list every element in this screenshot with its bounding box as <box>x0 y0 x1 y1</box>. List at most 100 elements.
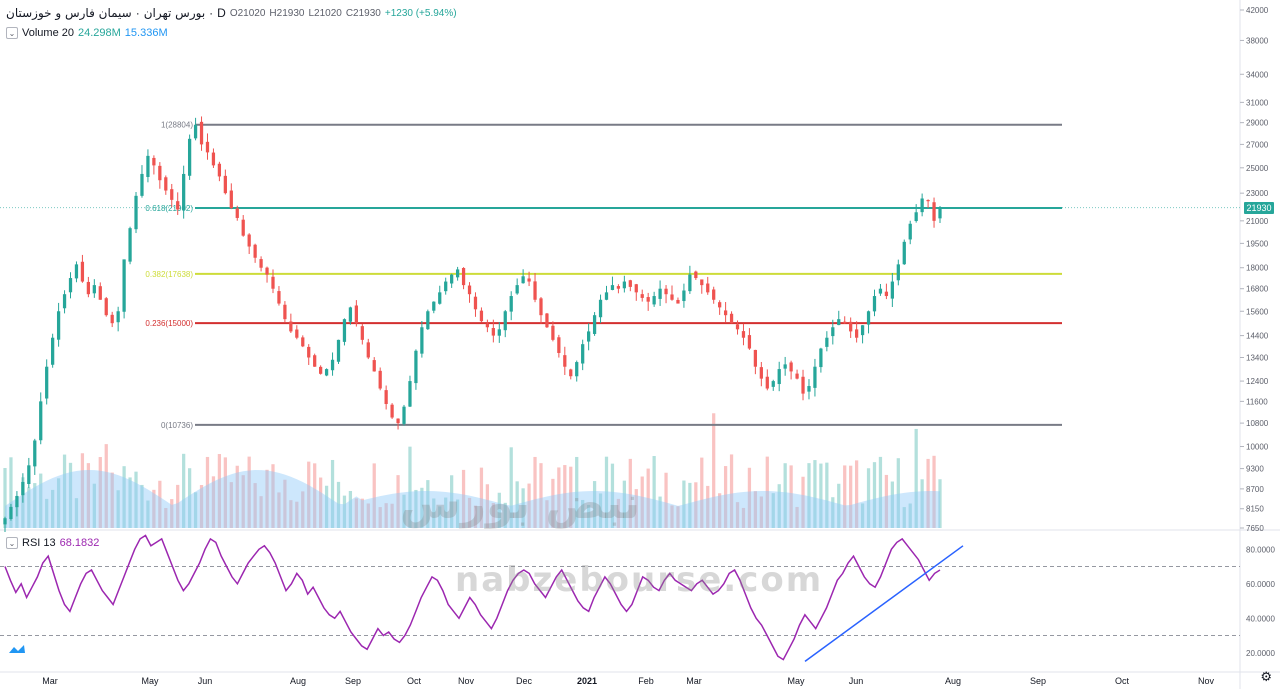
candle-body <box>509 296 513 312</box>
candle-body <box>634 284 638 293</box>
x-tick-label: Jun <box>198 676 213 686</box>
candle-body <box>527 278 531 282</box>
ohlc-low: L21020 <box>308 7 342 19</box>
volume-bar <box>98 457 102 528</box>
volume-bar <box>676 506 680 528</box>
volume-bar <box>283 479 287 528</box>
candle-body <box>384 390 388 405</box>
candle-body <box>831 327 835 337</box>
volume-bar <box>27 487 31 528</box>
x-tick-label: Mar <box>686 676 702 686</box>
volume-bar <box>426 480 430 528</box>
volume-bar <box>289 500 293 528</box>
x-tick-label: Sep <box>345 676 361 686</box>
ohlc-open: O21020 <box>229 7 266 19</box>
x-tick-label: Oct <box>407 676 422 686</box>
candle-body <box>497 329 501 336</box>
candle-body <box>795 373 799 379</box>
candle-body <box>211 152 216 166</box>
candle-body <box>354 305 358 324</box>
candle-body <box>825 337 829 347</box>
rsi-label[interactable]: RSI 13 <box>22 537 56 549</box>
volume-bar <box>872 462 877 528</box>
volume-bar <box>652 456 656 528</box>
candle-body <box>640 294 644 298</box>
candle-body <box>890 281 894 299</box>
candle-body <box>664 288 668 295</box>
candle-body <box>622 281 626 289</box>
volume-bar <box>277 492 281 528</box>
volume-bar <box>74 498 79 528</box>
tradingview-logo-icon[interactable] <box>8 643 26 655</box>
candle-body <box>557 337 561 353</box>
volume-bar <box>563 465 567 528</box>
volume-bar <box>193 492 198 528</box>
candle-body <box>450 274 454 284</box>
candle-body <box>134 195 138 230</box>
y-tick-label: 10800 <box>1246 419 1269 428</box>
rsi-trendline <box>804 545 964 662</box>
candle-body <box>360 326 364 340</box>
candle-body <box>39 401 43 441</box>
fib-level-label: 0(10736) <box>161 421 193 430</box>
candle-body <box>33 440 37 467</box>
candle-body <box>229 190 233 209</box>
volume-bar <box>479 467 484 528</box>
settings-gear-icon[interactable]: ⚙ <box>1260 669 1272 684</box>
volume-bar <box>402 494 406 528</box>
candle-body <box>140 173 144 196</box>
volume-bar <box>497 492 501 528</box>
candle-body <box>247 234 251 247</box>
volume-bar <box>741 507 746 528</box>
candle-body <box>521 276 525 284</box>
y-tick-label: 8150 <box>1246 505 1264 514</box>
collapse-rsi-icon[interactable]: ⌄ <box>6 537 18 549</box>
symbol-interval[interactable]: D <box>217 6 226 20</box>
volume-bar <box>646 468 650 528</box>
volume-bar <box>223 457 227 528</box>
candle-body <box>813 366 817 388</box>
candle-body <box>68 278 73 293</box>
volume-bar <box>164 507 168 528</box>
volume-label[interactable]: Volume 20 <box>22 27 74 39</box>
volume-bar <box>801 476 805 528</box>
volume-bar <box>158 480 162 528</box>
x-tick-label: Aug <box>945 676 961 686</box>
volume-bar <box>807 463 811 528</box>
volume-bar <box>569 466 573 528</box>
volume-bar <box>450 475 454 528</box>
volume-bar <box>152 489 156 528</box>
candle-body <box>908 223 912 240</box>
candle-body <box>289 321 293 332</box>
volume-bar <box>444 497 448 528</box>
candle-body <box>616 286 621 289</box>
candle-body <box>914 212 918 222</box>
volume-bar <box>795 506 799 528</box>
candle-body <box>241 219 245 236</box>
symbol-name[interactable]: سیمان فارس و خوزستان <box>6 6 132 20</box>
candle-body <box>896 264 900 281</box>
candle-body <box>670 294 674 300</box>
collapse-volume-icon[interactable]: ⌄ <box>6 27 18 39</box>
candle-body <box>843 321 847 324</box>
candle-body <box>819 348 823 368</box>
volume-bar <box>503 502 507 528</box>
volume-bar <box>831 497 835 528</box>
volume-bar <box>610 463 615 528</box>
candle-body <box>366 342 370 358</box>
candle-body <box>259 259 263 268</box>
fib-level-label: 0.382(17638) <box>145 270 193 279</box>
volume-bar <box>182 453 186 528</box>
candle-body <box>729 313 734 324</box>
candle-body <box>271 276 275 289</box>
candle-body <box>926 200 930 202</box>
volume-bar <box>62 454 67 528</box>
candle-body <box>706 283 710 293</box>
candle-body <box>342 319 347 342</box>
volume-bar <box>122 466 126 528</box>
volume-bar <box>777 484 781 528</box>
candle-body <box>277 291 281 304</box>
volume-bar <box>396 475 400 528</box>
volume-bar <box>15 504 19 528</box>
